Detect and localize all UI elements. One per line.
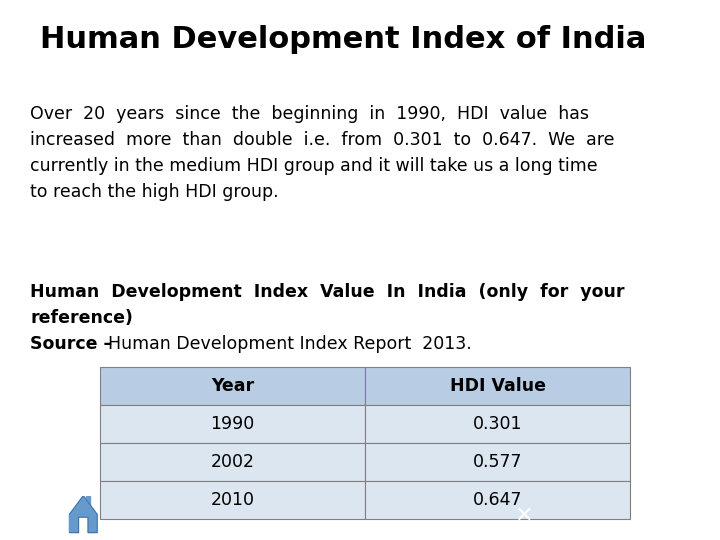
Bar — [100, 405, 365, 443]
Text: 2002: 2002 — [210, 453, 254, 471]
Bar — [365, 405, 630, 443]
Text: to reach the high HDI group.: to reach the high HDI group. — [30, 183, 279, 201]
Text: currently in the medium HDI group and it will take us a long time: currently in the medium HDI group and it… — [30, 157, 598, 175]
Bar — [365, 443, 630, 481]
Text: 0.301: 0.301 — [473, 415, 522, 433]
Text: Source –: Source – — [30, 335, 118, 353]
Text: Human Development Index Report  2013.: Human Development Index Report 2013. — [108, 335, 472, 353]
Text: ✕: ✕ — [515, 505, 533, 525]
Text: Human Development Index of India: Human Development Index of India — [40, 25, 647, 54]
Text: 0.577: 0.577 — [473, 453, 522, 471]
Polygon shape — [69, 496, 97, 532]
Text: increased  more  than  double  i.e.  from  0.301  to  0.647.  We  are: increased more than double i.e. from 0.3… — [30, 131, 614, 149]
Text: reference): reference) — [30, 309, 133, 327]
Bar — [365, 367, 630, 405]
Text: 2010: 2010 — [210, 491, 254, 509]
Text: Over  20  years  since  the  beginning  in  1990,  HDI  value  has: Over 20 years since the beginning in 199… — [30, 105, 589, 123]
Text: HDI Value: HDI Value — [449, 377, 546, 395]
Text: 0.647: 0.647 — [473, 491, 522, 509]
Bar — [365, 481, 630, 519]
Polygon shape — [86, 496, 91, 507]
Bar — [100, 367, 365, 405]
Bar — [100, 443, 365, 481]
Text: Year: Year — [211, 377, 254, 395]
Text: Human  Development  Index  Value  In  India  (only  for  your: Human Development Index Value In India (… — [30, 283, 624, 301]
Text: 1990: 1990 — [210, 415, 255, 433]
Bar — [100, 481, 365, 519]
